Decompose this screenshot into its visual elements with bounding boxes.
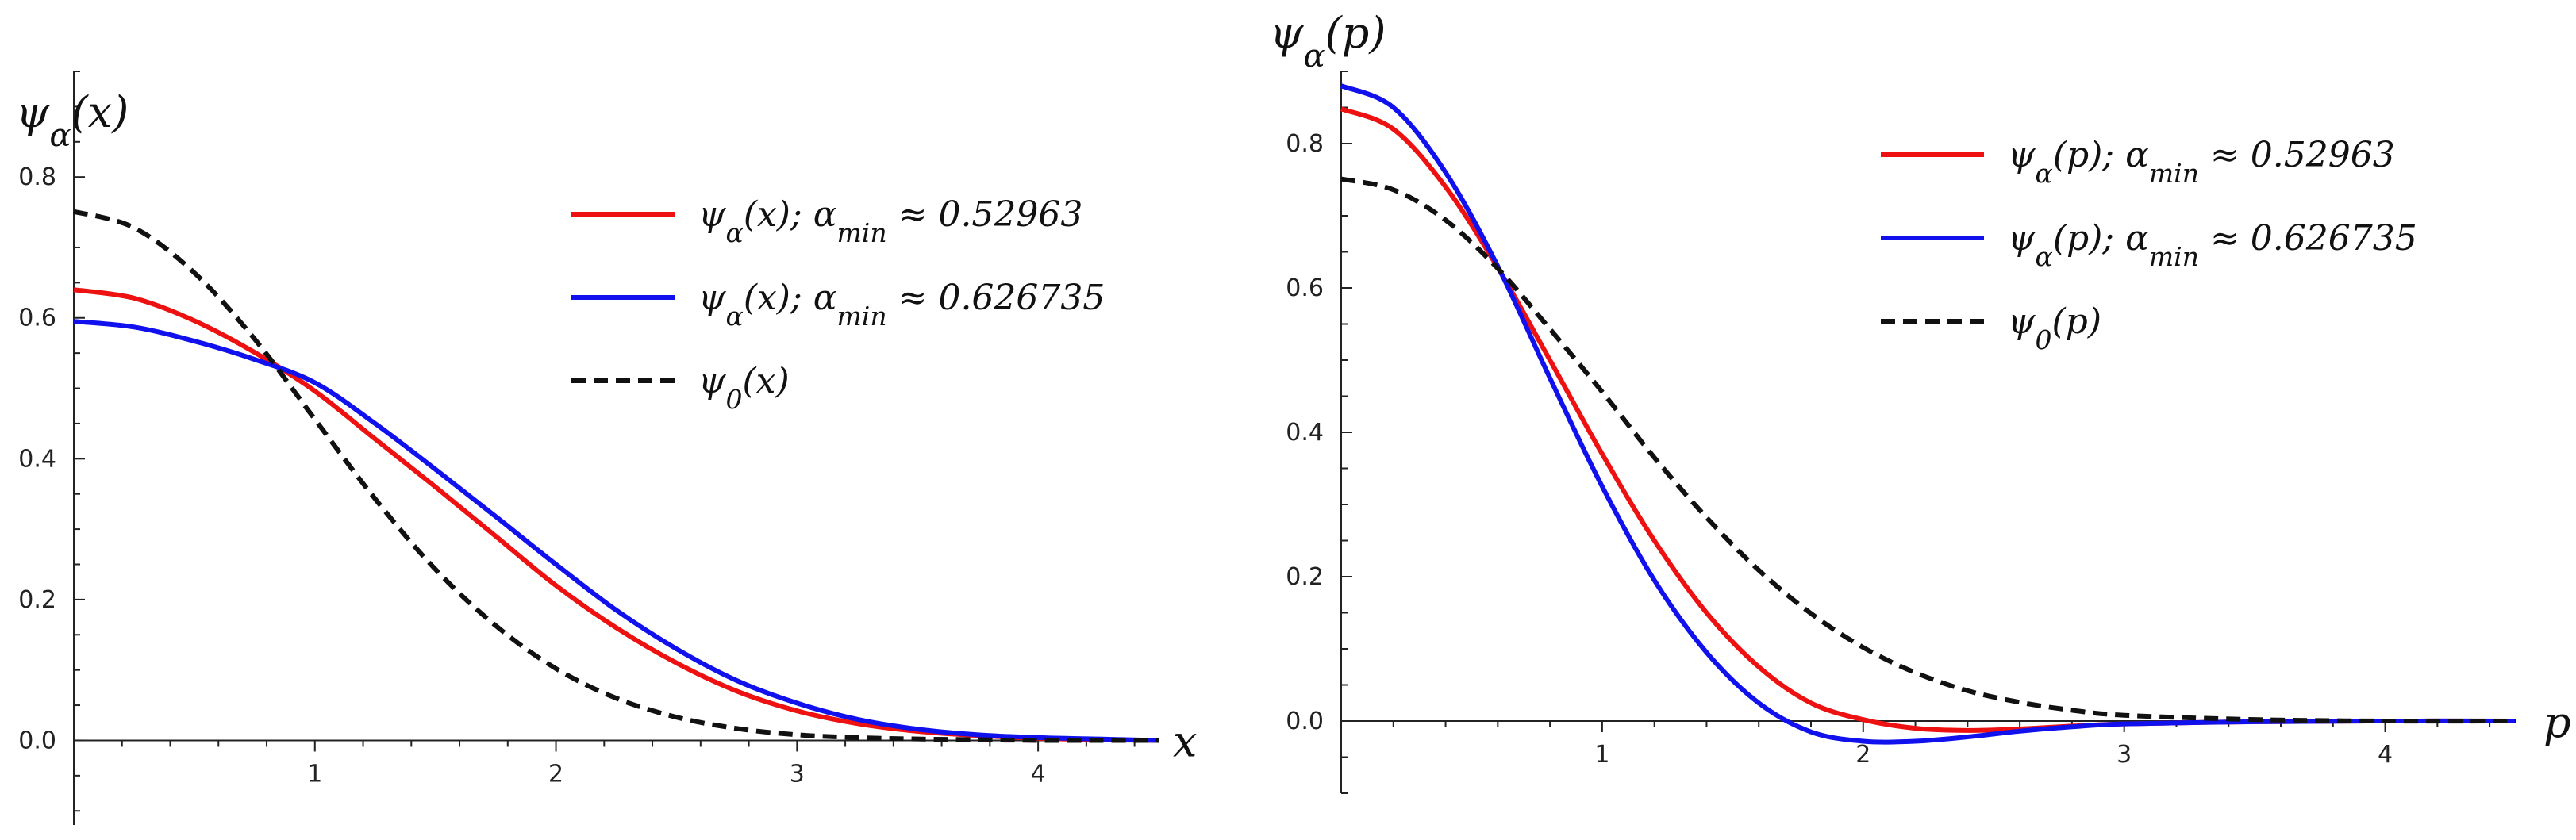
y-tick-label: 0.6 bbox=[1286, 274, 1324, 302]
x-tick-label: 3 bbox=[2117, 741, 2132, 769]
legend-label-2: ψ0(x) bbox=[698, 361, 790, 415]
x-tick-label: 3 bbox=[790, 760, 805, 788]
legend-label-0: ψα(p); αmin ≈ 0.52963 bbox=[2008, 135, 2395, 189]
y-tick-label: 0.4 bbox=[18, 445, 56, 473]
series-line-1 bbox=[1340, 83, 2516, 745]
y-tick-label: 0.2 bbox=[1286, 563, 1324, 591]
y-tick-label: 0.8 bbox=[1286, 130, 1324, 158]
x-tick-label: 2 bbox=[1855, 741, 1870, 769]
legend-label-2: ψ0(p) bbox=[2008, 301, 2101, 355]
y-tick-label: 0.8 bbox=[18, 163, 56, 191]
legend-label-1: ψα(p); αmin ≈ 0.626735 bbox=[2008, 218, 2417, 272]
y-tick-label: 0.0 bbox=[1286, 708, 1324, 735]
legend-label-1: ψα(x); αmin ≈ 0.626735 bbox=[698, 278, 1105, 332]
y-tick-label: 0.0 bbox=[18, 727, 56, 754]
y-tick-label: 0.4 bbox=[1286, 419, 1324, 447]
series-line-2 bbox=[73, 209, 1159, 743]
series-line-1 bbox=[73, 319, 1159, 743]
y-axis-label: ψα(x) bbox=[16, 87, 129, 154]
x-tick-label: 4 bbox=[1031, 760, 1046, 788]
y-tick-label: 0.2 bbox=[18, 586, 56, 614]
series-line-0 bbox=[1340, 106, 2516, 733]
right-plot-p-wavefunction: 1 2 3 4 0.0 0.2 0.4 0.6 0.8 p ψα(p) ψα(p); αmin ≈ 0… bbox=[1270, 8, 2571, 794]
legend-label-0: ψα(x); αmin ≈ 0.52963 bbox=[698, 194, 1082, 248]
series-line-2 bbox=[1340, 176, 2516, 724]
x-tick-label: 1 bbox=[1594, 741, 1609, 769]
y-tick-label: 0.6 bbox=[18, 305, 56, 332]
y-axis-label: ψα(p) bbox=[1270, 8, 1386, 75]
x-axis-label: x bbox=[1173, 716, 1197, 766]
x-tick-label: 2 bbox=[548, 760, 563, 788]
series-line-0 bbox=[73, 287, 1159, 743]
x-tick-label: 4 bbox=[2378, 741, 2393, 769]
x-tick-label: 1 bbox=[307, 760, 322, 788]
x-axis-label: p bbox=[2543, 697, 2571, 747]
left-plot-x-wavefunction: 1 2 3 4 0.0 0.2 0.4 0.6 0.8 x ψα(x) ψα(x); αmin ≈ 0… bbox=[16, 71, 1197, 825]
